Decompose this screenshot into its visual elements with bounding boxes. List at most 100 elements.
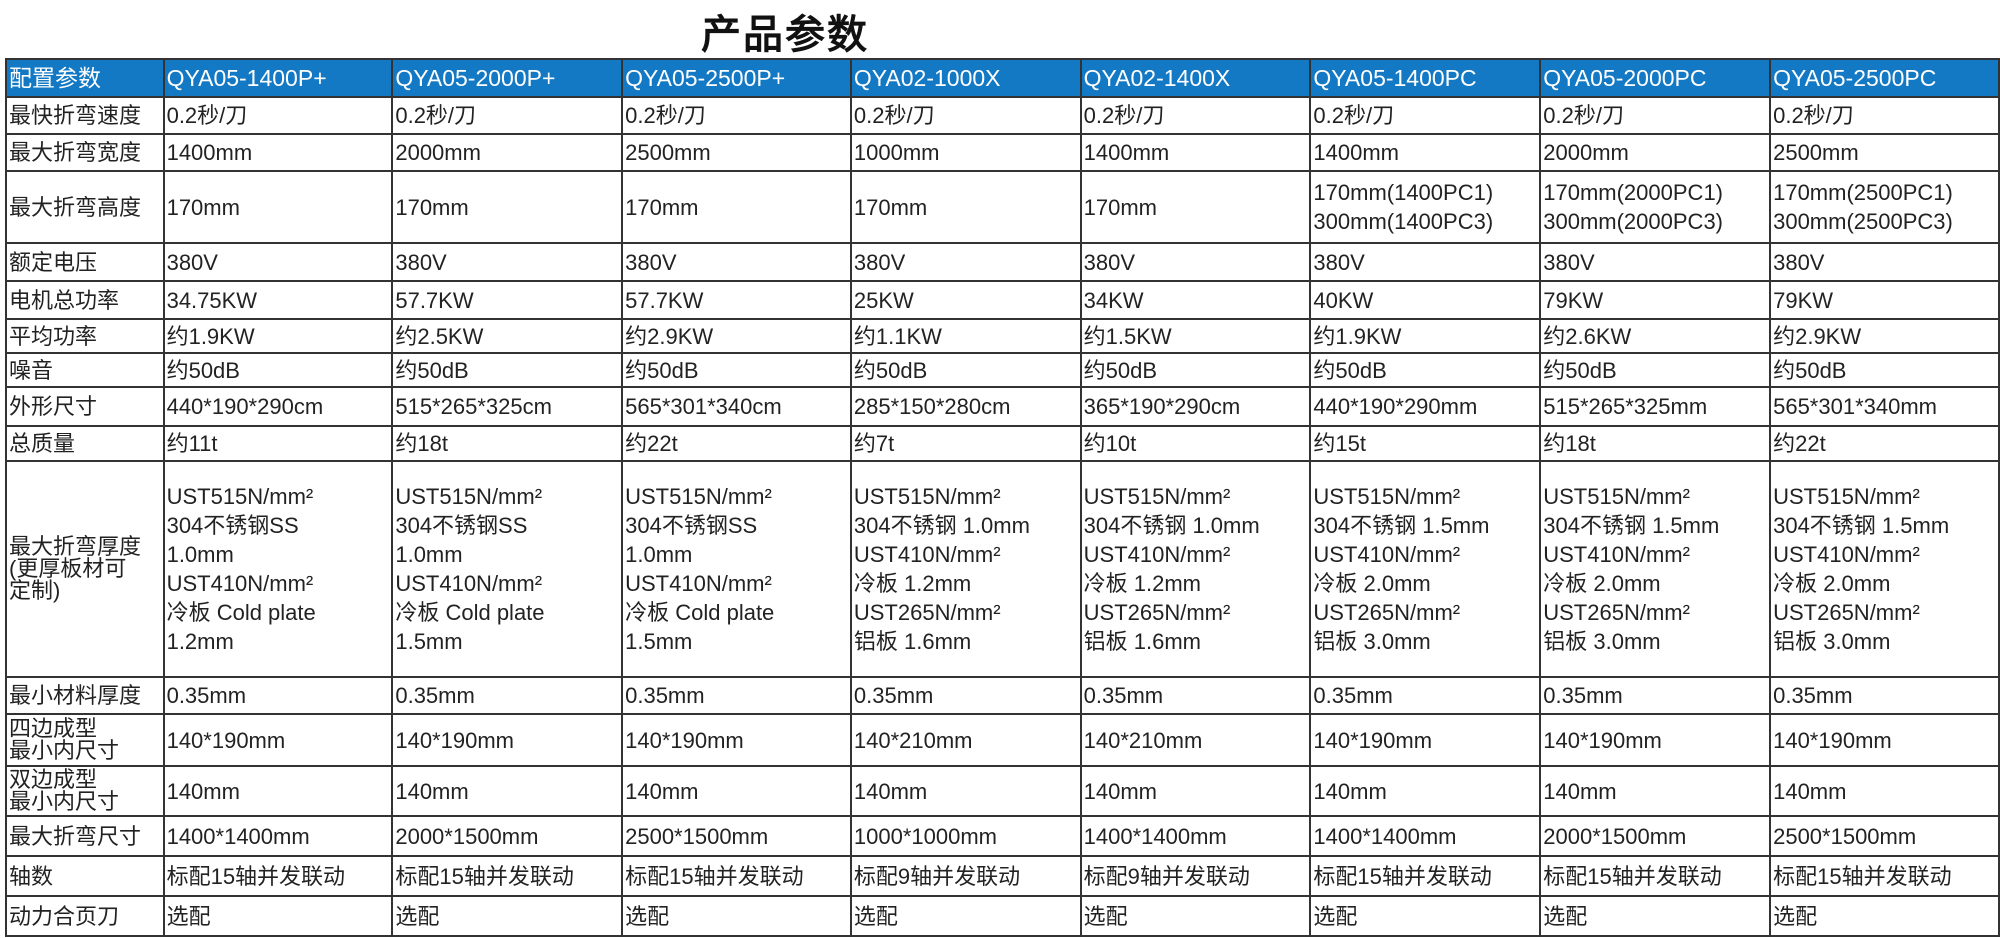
value-cell: 0.2秒/刀 xyxy=(849,96,1082,135)
value-cell: 34.75KW xyxy=(162,280,394,320)
value-cell: 1400mm xyxy=(162,133,394,172)
value-cell: 380V xyxy=(1079,242,1312,282)
value-cell: 1000mm xyxy=(849,133,1082,172)
value-cell: 170mm(1400PC1) 300mm(1400PC3) xyxy=(1309,170,1542,244)
value-cell: 57.7KW xyxy=(391,280,624,320)
value-cell: 0.2秒/刀 xyxy=(1309,96,1542,135)
value-cell: 选配 xyxy=(1539,895,1772,937)
value-cell: 1400mm xyxy=(1309,133,1542,172)
value-cell: 140mm xyxy=(1539,765,1772,817)
value-cell: UST515N/mm² 304不锈钢 1.5mm UST410N/mm² 冷板 … xyxy=(1309,460,1542,678)
value-cell: 0.2秒/刀 xyxy=(1539,96,1772,135)
value-cell: 约1.1KW xyxy=(849,318,1082,354)
value-cell: 约7t xyxy=(849,425,1082,462)
value-cell: 170mm xyxy=(1079,170,1312,244)
value-cell: 170mm(2000PC1) 300mm(2000PC3) xyxy=(1539,170,1772,244)
table-row: 最快折弯速度 0.2秒/刀 0.2秒/刀 0.2秒/刀 0.2秒/刀 0.2秒/刀 0.2秒… xyxy=(5,96,2000,135)
value-cell: 1400mm xyxy=(1079,133,1312,172)
table-row: 四边成型 最小内尺寸 140*190mm 140*190mm 140*190mm 140… xyxy=(5,713,2000,767)
value-cell: 25KW xyxy=(849,280,1082,320)
value-cell: 565*301*340mm xyxy=(1769,386,2000,427)
value-cell: 140mm xyxy=(391,765,624,817)
value-cell: 0.2秒/刀 xyxy=(162,96,394,135)
value-cell: 565*301*340cm xyxy=(621,386,852,427)
value-cell: 0.35mm xyxy=(1539,676,1772,715)
value-cell: UST515N/mm² 304不锈钢 1.5mm UST410N/mm² 冷板 … xyxy=(1539,460,1772,678)
value-cell: 约2.9KW xyxy=(1769,318,2000,354)
value-cell: 380V xyxy=(162,242,394,282)
value-cell: 标配15轴并发联动 xyxy=(162,855,394,897)
value-cell: 170mm xyxy=(391,170,624,244)
value-cell: 0.35mm xyxy=(1309,676,1542,715)
value-cell: 380V xyxy=(849,242,1082,282)
value-cell: 约50dB xyxy=(1539,352,1772,388)
value-cell: 约11t xyxy=(162,425,394,462)
value-cell: 2500mm xyxy=(1769,133,2000,172)
value-cell: 选配 xyxy=(1079,895,1312,937)
param-label-cell: 最大折弯厚度 (更厚板材可 定制) xyxy=(5,460,165,678)
value-cell: 标配15轴并发联动 xyxy=(391,855,624,897)
value-cell: UST515N/mm² 304不锈钢SS 1.0mm UST410N/mm² 冷… xyxy=(621,460,852,678)
value-cell: 0.2秒/刀 xyxy=(621,96,852,135)
value-cell: 约22t xyxy=(1769,425,2000,462)
value-cell: UST515N/mm² 304不锈钢SS 1.0mm UST410N/mm² 冷… xyxy=(162,460,394,678)
value-cell: 标配9轴并发联动 xyxy=(1079,855,1312,897)
value-cell: 约18t xyxy=(391,425,624,462)
value-cell: 2000*1500mm xyxy=(1539,815,1772,857)
value-cell: 140*190mm xyxy=(1309,713,1542,767)
value-cell: 标配15轴并发联动 xyxy=(1309,855,1542,897)
value-cell: 标配9轴并发联动 xyxy=(849,855,1082,897)
value-cell: 0.35mm xyxy=(391,676,624,715)
model-header-cell: QYA05-1400PC xyxy=(1309,58,1542,98)
table-row: 总质量 约11t 约18t 约22t 约7t 约10t 约15t 约18t 约22t xyxy=(5,425,2000,462)
value-cell: 约50dB xyxy=(1309,352,1542,388)
value-cell: 选配 xyxy=(391,895,624,937)
model-header-cell: QYA02-1000X xyxy=(849,58,1082,98)
value-cell: 380V xyxy=(1539,242,1772,282)
table-row: 最大折弯高度 170mm 170mm 170mm 170mm 170mm 170mm(140… xyxy=(5,170,2000,244)
value-cell: 标配15轴并发联动 xyxy=(1769,855,2000,897)
value-cell: 140mm xyxy=(162,765,394,817)
value-cell: 2500*1500mm xyxy=(621,815,852,857)
value-cell: 2500*1500mm xyxy=(1769,815,2000,857)
value-cell: 0.35mm xyxy=(1769,676,2000,715)
value-cell: 约18t xyxy=(1539,425,1772,462)
value-cell: 1400*1400mm xyxy=(1079,815,1312,857)
value-cell: 170mm xyxy=(621,170,852,244)
table-row: 最大折弯宽度 1400mm 2000mm 2500mm 1000mm 1400mm 1400… xyxy=(5,133,2000,172)
value-cell: 约2.5KW xyxy=(391,318,624,354)
value-cell: 170mm xyxy=(849,170,1082,244)
value-cell: 2000*1500mm xyxy=(391,815,624,857)
model-header-cell: QYA05-2000P+ xyxy=(391,58,624,98)
param-label-cell: 最大折弯宽度 xyxy=(5,133,165,172)
value-cell: 约50dB xyxy=(1769,352,2000,388)
table-row: 轴数 标配15轴并发联动 标配15轴并发联动 标配15轴并发联动 标配9轴并发联动 标配9… xyxy=(5,855,2000,897)
value-cell: 2500mm xyxy=(621,133,852,172)
value-cell: 约50dB xyxy=(162,352,394,388)
param-label-cell: 双边成型 最小内尺寸 xyxy=(5,765,165,817)
param-label-cell: 最小材料厚度 xyxy=(5,676,165,715)
value-cell: 285*150*280cm xyxy=(849,386,1082,427)
value-cell: 140*190mm xyxy=(1769,713,2000,767)
value-cell: 440*190*290cm xyxy=(162,386,394,427)
value-cell: 34KW xyxy=(1079,280,1312,320)
value-cell: 380V xyxy=(1309,242,1542,282)
value-cell: 0.2秒/刀 xyxy=(391,96,624,135)
value-cell: 约50dB xyxy=(621,352,852,388)
param-label-cell: 电机总功率 xyxy=(5,280,165,320)
value-cell: 57.7KW xyxy=(621,280,852,320)
value-cell: 440*190*290mm xyxy=(1309,386,1542,427)
value-cell: UST515N/mm² 304不锈钢 1.0mm UST410N/mm² 冷板 … xyxy=(1079,460,1312,678)
value-cell: 约1.9KW xyxy=(162,318,394,354)
table-row: 外形尺寸 440*190*290cm 515*265*325cm 565*301*34… xyxy=(5,386,2000,427)
table-header-row: 配置参数 QYA05-1400P+ QYA05-2000P+ QYA05-2500P+… xyxy=(5,58,2000,98)
value-cell: 380V xyxy=(621,242,852,282)
model-header-cell: QYA05-2500P+ xyxy=(621,58,852,98)
param-label-cell: 最大折弯高度 xyxy=(5,170,165,244)
value-cell: 0.2秒/刀 xyxy=(1079,96,1312,135)
value-cell: 约15t xyxy=(1309,425,1542,462)
value-cell: 0.35mm xyxy=(849,676,1082,715)
page-title: 产品参数 xyxy=(701,13,869,57)
value-cell: UST515N/mm² 304不锈钢 1.5mm UST410N/mm² 冷板 … xyxy=(1769,460,2000,678)
value-cell: 140*210mm xyxy=(1079,713,1312,767)
